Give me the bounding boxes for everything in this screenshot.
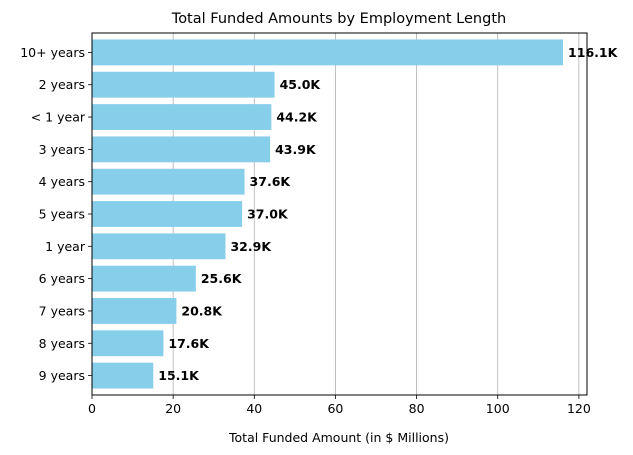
bar-value-label: 116.1K xyxy=(568,45,619,60)
bar-value-label: 37.6K xyxy=(250,174,292,189)
y-tick-label: < 1 year xyxy=(31,110,86,125)
bar xyxy=(92,136,271,163)
bar-value-label: 25.6K xyxy=(201,271,243,286)
x-tick-label: 80 xyxy=(409,401,425,416)
bar-value-label: 43.9K xyxy=(275,142,317,157)
bar xyxy=(92,233,226,260)
bar xyxy=(92,71,275,98)
x-axis-label: Total Funded Amount (in $ Millions) xyxy=(228,430,449,445)
y-tick-label: 6 years xyxy=(39,271,85,286)
bar-value-label: 15.1K xyxy=(158,368,200,383)
y-tick-label: 10+ years xyxy=(20,45,85,60)
y-axis-ticks: 10+ years 2 years < 1 year 3 years 4 years 5 … xyxy=(20,45,92,383)
y-tick-label: 5 years xyxy=(39,207,85,222)
y-tick-label: 4 years xyxy=(39,174,85,189)
chart-title: Total Funded Amounts by Employment Lengt… xyxy=(171,11,506,27)
x-tick-label: 0 xyxy=(88,401,96,416)
x-tick-label: 60 xyxy=(327,401,343,416)
bar-value-label: 45.0K xyxy=(280,77,322,92)
y-tick-label: 1 year xyxy=(45,239,86,254)
bar xyxy=(92,330,164,357)
y-tick-label: 8 years xyxy=(39,336,85,351)
bar xyxy=(92,201,243,227)
x-tick-label: 120 xyxy=(567,401,591,416)
x-tick-label: 20 xyxy=(165,401,181,416)
bar-value-labels: 116.1K 45.0K 44.2K 43.9K 37.6K 37.0K 32.9K 25.6… xyxy=(158,45,618,383)
bar xyxy=(92,104,272,130)
bar xyxy=(92,39,564,66)
bars xyxy=(92,39,564,389)
bar-value-label: 17.6K xyxy=(168,336,210,351)
bar-value-label: 20.8K xyxy=(181,303,223,318)
plot-frame xyxy=(91,32,588,396)
y-tick-label: 2 years xyxy=(39,77,85,92)
bar-value-label: 44.2K xyxy=(276,110,318,125)
bar-value-label: 37.0K xyxy=(247,207,289,222)
bar xyxy=(92,168,245,195)
bar xyxy=(92,362,154,389)
y-tick-label: 9 years xyxy=(39,368,85,383)
x-tick-label: 40 xyxy=(246,401,262,416)
bar xyxy=(92,298,177,324)
bar-value-label: 32.9K xyxy=(230,239,272,254)
x-tick-label: 100 xyxy=(486,401,510,416)
bar xyxy=(92,265,196,292)
x-axis-ticks: 0 20 40 60 80 100 120 xyxy=(88,395,591,416)
y-tick-label: 7 years xyxy=(39,303,85,318)
y-tick-label: 3 years xyxy=(39,142,85,157)
